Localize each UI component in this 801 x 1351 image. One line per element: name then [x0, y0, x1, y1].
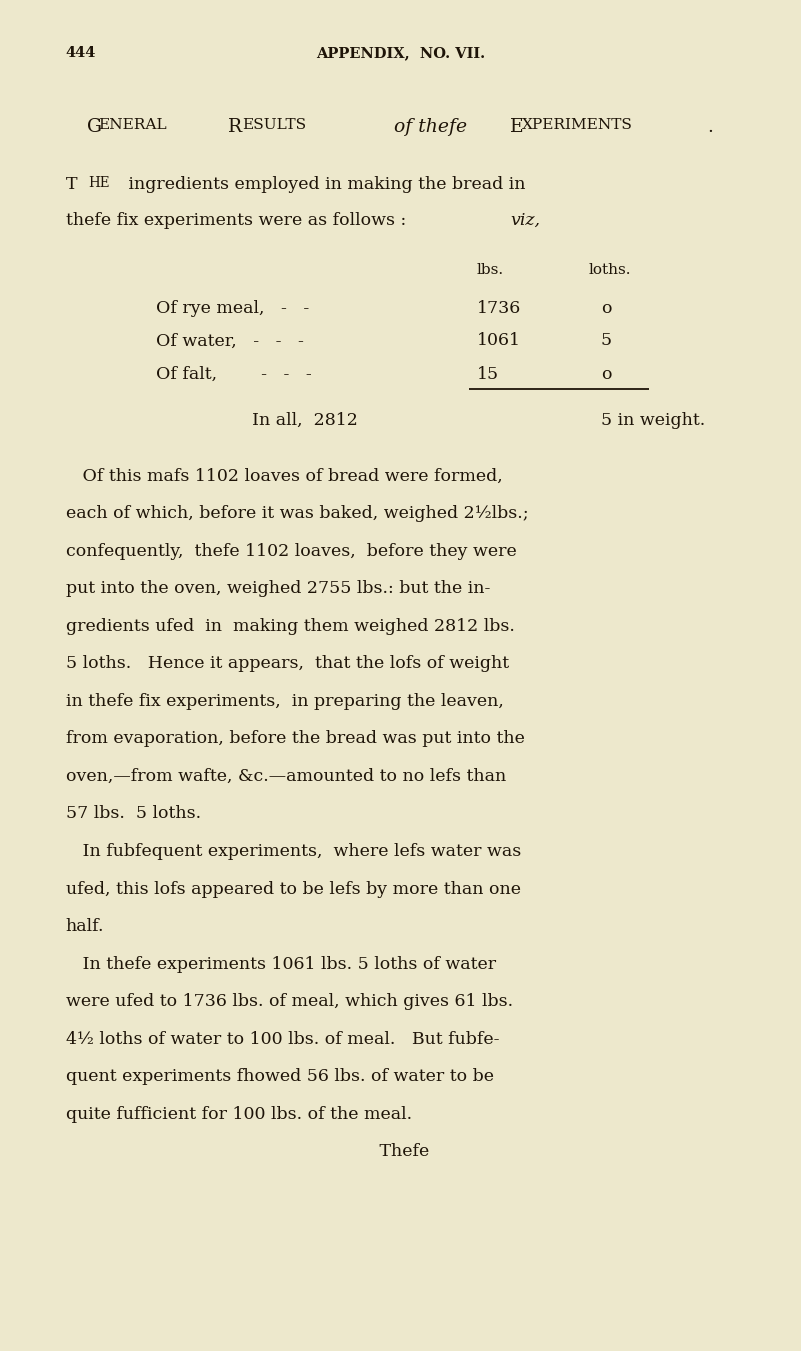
Text: .: .	[707, 118, 713, 135]
Text: lbs.: lbs.	[477, 263, 504, 277]
Text: ingredients employed in making the bread in: ingredients employed in making the bread…	[123, 176, 525, 193]
Text: E: E	[510, 118, 524, 135]
Text: 1061: 1061	[477, 332, 521, 350]
Text: o: o	[601, 300, 611, 317]
Text: 5 loths.   Hence it appears,  that the lofs of weight: 5 loths. Hence it appears, that the lofs…	[66, 655, 509, 673]
Text: APPENDIX,  NO. VII.: APPENDIX, NO. VII.	[316, 46, 485, 59]
Text: gredients ufed  in  making them weighed 2812 lbs.: gredients ufed in making them weighed 28…	[66, 617, 514, 635]
Text: thefe fix experiments were as follows :: thefe fix experiments were as follows :	[66, 212, 417, 230]
Text: oven,—from wafte, &c.—amounted to no lefs than: oven,—from wafte, &c.—amounted to no lef…	[66, 767, 506, 785]
Text: loths.: loths.	[589, 263, 631, 277]
Text: G: G	[87, 118, 102, 135]
Text: In fubfequent experiments,  where lefs water was: In fubfequent experiments, where lefs wa…	[66, 843, 521, 861]
Text: ESULTS: ESULTS	[242, 118, 306, 131]
Text: quent experiments fhowed 56 lbs. of water to be: quent experiments fhowed 56 lbs. of wate…	[66, 1069, 493, 1085]
Text: Of water,   -   -   -: Of water, - - -	[156, 332, 304, 350]
Text: ENERAL: ENERAL	[99, 118, 167, 131]
Text: 15: 15	[477, 366, 499, 384]
Text: were ufed to 1736 lbs. of meal, which gives 61 lbs.: were ufed to 1736 lbs. of meal, which gi…	[66, 993, 513, 1011]
Text: Thefe: Thefe	[66, 1143, 429, 1161]
Text: viz,: viz,	[510, 212, 540, 230]
Text: Of falt,        -   -   -: Of falt, - - -	[156, 366, 312, 384]
Text: of thefe: of thefe	[394, 118, 467, 135]
Text: o: o	[601, 366, 611, 384]
Text: half.: half.	[66, 919, 104, 935]
Text: XPERIMENTS: XPERIMENTS	[522, 118, 633, 131]
Text: R: R	[228, 118, 243, 135]
Text: In thefe experiments 1061 lbs. 5 loths of water: In thefe experiments 1061 lbs. 5 loths o…	[66, 955, 496, 973]
Text: Of rye meal,   -   -: Of rye meal, - -	[156, 300, 309, 317]
Text: In all,  2812: In all, 2812	[252, 412, 358, 430]
Text: put into the oven, weighed 2755 lbs.: but the in-: put into the oven, weighed 2755 lbs.: bu…	[66, 580, 490, 597]
Text: 57 lbs.  5 loths.: 57 lbs. 5 loths.	[66, 805, 201, 823]
Text: 444: 444	[66, 46, 96, 59]
Text: in thefe fix experiments,  in preparing the leaven,: in thefe fix experiments, in preparing t…	[66, 693, 504, 709]
Text: 1736: 1736	[477, 300, 521, 317]
Text: ufed, this lofs appeared to be lefs by more than one: ufed, this lofs appeared to be lefs by m…	[66, 881, 521, 897]
Text: each of which, before it was baked, weighed 2½lbs.;: each of which, before it was baked, weig…	[66, 505, 529, 521]
Text: 5: 5	[601, 332, 612, 350]
Text: T: T	[66, 176, 77, 193]
Text: 5 in weight.: 5 in weight.	[601, 412, 705, 430]
Text: from evaporation, before the bread was put into the: from evaporation, before the bread was p…	[66, 731, 525, 747]
Text: 4½ loths of water to 100 lbs. of meal.   But fubfe-: 4½ loths of water to 100 lbs. of meal. B…	[66, 1031, 499, 1048]
Text: Of this mafs 1102 loaves of bread were formed,: Of this mafs 1102 loaves of bread were f…	[66, 467, 502, 485]
Text: HE: HE	[88, 176, 110, 189]
Text: quite fufficient for 100 lbs. of the meal.: quite fufficient for 100 lbs. of the mea…	[66, 1106, 412, 1123]
Text: confequently,  thefe 1102 loaves,  before they were: confequently, thefe 1102 loaves, before …	[66, 543, 517, 559]
